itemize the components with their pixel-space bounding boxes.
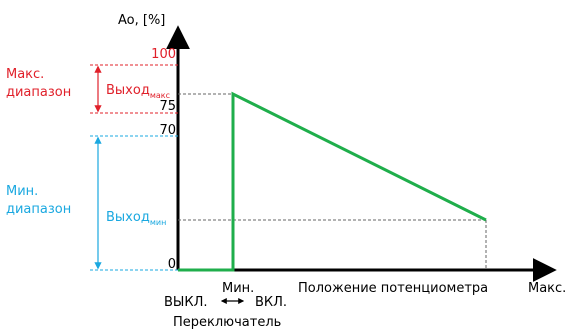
output-min-label: Выходмин — [106, 210, 166, 227]
switch-on-label: ВКЛ. — [255, 295, 287, 310]
output-min-main: Выход — [106, 210, 150, 225]
output-min-sub: мин — [150, 218, 166, 227]
x-max-label: Макс. — [528, 281, 566, 296]
min-range-label-line2: диапазон — [6, 202, 71, 217]
output-max-main: Выход — [106, 83, 150, 98]
y-tick-100: 100 — [151, 47, 176, 62]
min-range-label-line1: Мин. — [6, 184, 38, 199]
output-curve — [178, 91, 487, 272]
x-min-label: Мин. — [222, 281, 254, 296]
output-max-label: Выходмакс — [106, 83, 170, 100]
y-tick-75: 75 — [159, 99, 176, 114]
max-range-label-line2: диапазон — [6, 85, 71, 100]
x-axis-label: Положение потенциометра — [298, 281, 488, 296]
switch-off-label: ВЫКЛ. — [164, 295, 208, 310]
max-range-label-line1: Макс. — [6, 67, 44, 82]
y-tick-0: 0 — [168, 257, 176, 272]
y-axis-label: Ao, [%] — [118, 13, 165, 28]
output-max-sub: макс — [150, 91, 170, 100]
switch-caption: Переключатель — [173, 315, 281, 329]
y-tick-70: 70 — [159, 123, 176, 138]
